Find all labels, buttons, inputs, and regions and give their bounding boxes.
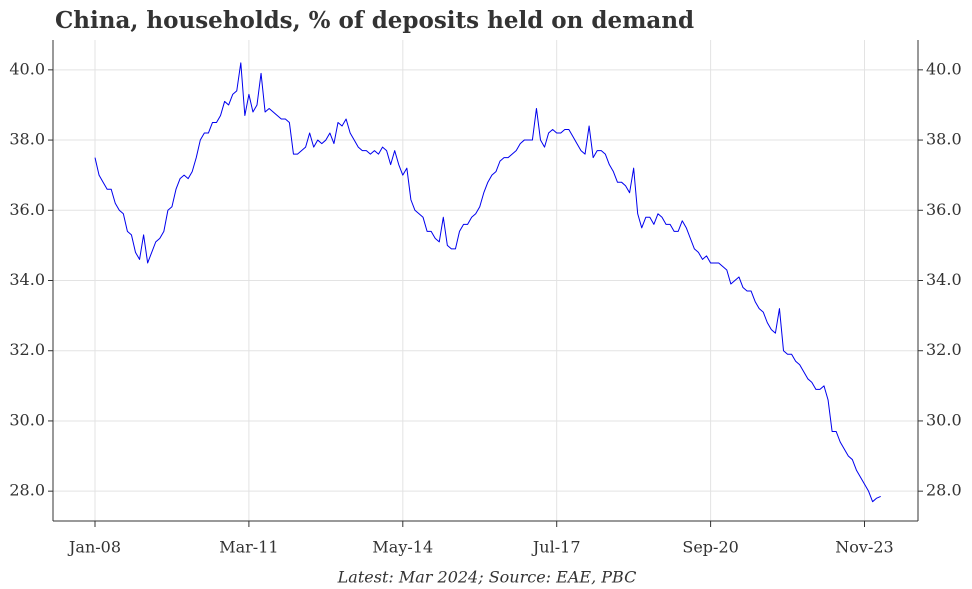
x-tick-label: May-14 bbox=[372, 538, 433, 557]
y-tick-label: 38.0 bbox=[9, 130, 45, 149]
y2-tick-label: 32.0 bbox=[926, 340, 962, 359]
x-tick-label: Jan-08 bbox=[67, 538, 121, 557]
chart-title: China, households, % of deposits held on… bbox=[55, 7, 694, 34]
y-tick-label: 40.0 bbox=[9, 59, 45, 78]
x-tick-label: Sep-20 bbox=[682, 538, 738, 557]
y2-tick-label: 40.0 bbox=[926, 59, 962, 78]
source-note: Latest: Mar 2024; Source: EAE, PBC bbox=[337, 568, 637, 587]
y-tick-label: 28.0 bbox=[9, 481, 45, 500]
y2-tick-label: 38.0 bbox=[926, 130, 962, 149]
x-tick-label: Jul-17 bbox=[531, 538, 581, 557]
x-tick-label: Mar-11 bbox=[219, 538, 278, 557]
y2-tick-label: 36.0 bbox=[926, 200, 962, 219]
x-tick-label: Nov-23 bbox=[835, 538, 893, 557]
y-tick-label: 32.0 bbox=[9, 340, 45, 359]
y-tick-label: 34.0 bbox=[9, 270, 45, 289]
y2-tick-label: 34.0 bbox=[926, 270, 962, 289]
y-tick-label: 36.0 bbox=[9, 200, 45, 219]
y2-tick-label: 28.0 bbox=[926, 481, 962, 500]
y-tick-label: 30.0 bbox=[9, 410, 45, 429]
y2-tick-label: 30.0 bbox=[926, 410, 962, 429]
data-line bbox=[94, 62, 881, 503]
